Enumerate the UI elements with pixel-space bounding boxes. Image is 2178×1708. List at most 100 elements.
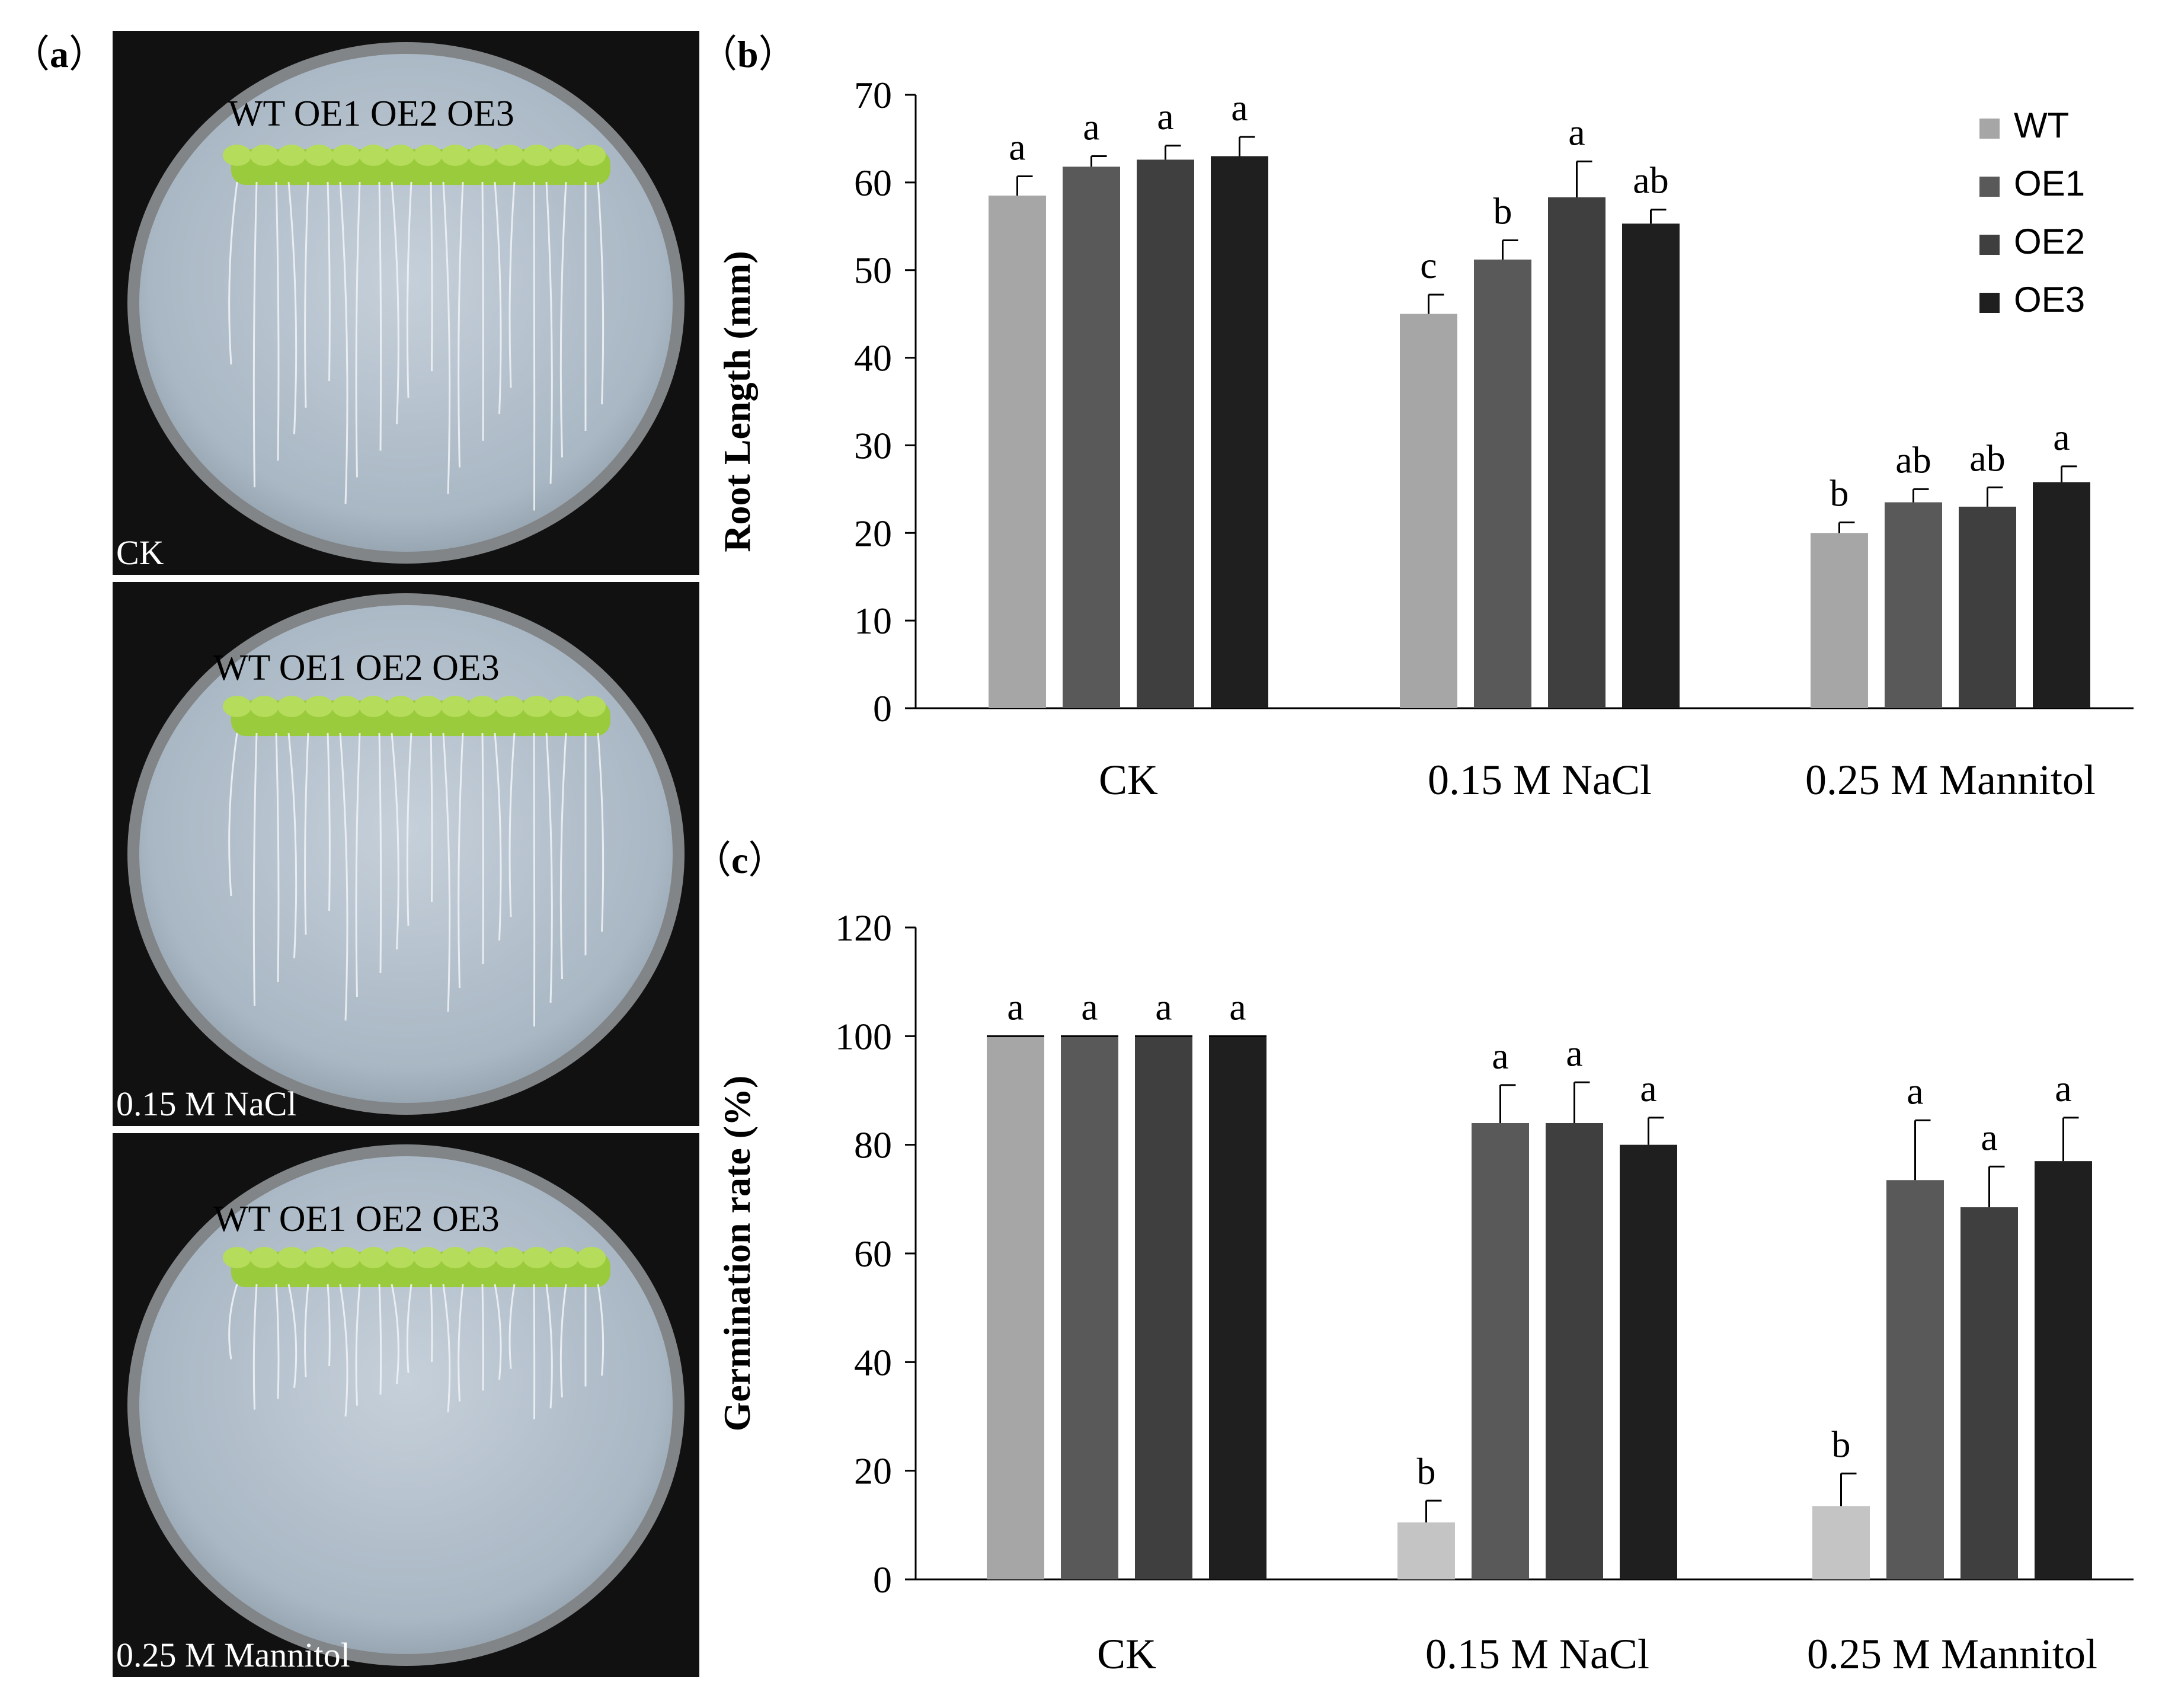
seedling-leaf — [577, 1247, 606, 1268]
seedling-leaf — [495, 696, 524, 717]
significance-letter: a — [2055, 1067, 2071, 1109]
seedling-leaf — [359, 696, 388, 717]
seedling-root — [430, 181, 433, 372]
y-tick-label: 70 — [854, 74, 892, 116]
plate-genotype-label: WT OE1 OE2 OE3 — [213, 648, 500, 688]
panel-label-a-letter: a — [50, 33, 69, 75]
y-tick-label: 10 — [854, 600, 892, 642]
panel-label-c-close: ） — [748, 839, 786, 881]
seedling-root — [533, 181, 536, 511]
seedling-leaf — [468, 1247, 497, 1268]
seedling-root — [355, 733, 361, 997]
y-tick-label: 0 — [873, 687, 892, 730]
category-label: CK — [1099, 756, 1158, 804]
seedling-leaf — [277, 696, 306, 717]
significance-letter: a — [1231, 87, 1248, 129]
bar-OE3-0 — [1209, 1036, 1266, 1579]
seedling-root — [228, 1284, 238, 1360]
seedling-leaf — [359, 1247, 388, 1268]
seedling-leaf — [523, 145, 551, 166]
seedling-root — [458, 1284, 464, 1402]
seedling-root — [304, 1284, 309, 1377]
significance-letter: a — [1640, 1067, 1656, 1109]
significance-letter: a — [1981, 1116, 1997, 1158]
seedling-root — [508, 1284, 516, 1369]
seedling-leaf — [550, 696, 578, 717]
bar-OE1-1 — [1474, 259, 1531, 708]
seedling-root — [228, 733, 238, 897]
legend-swatch-OE1 — [1979, 177, 2000, 197]
seedling-root — [545, 733, 553, 1003]
significance-letter: a — [1009, 126, 1025, 168]
seedling-leaf — [250, 1247, 279, 1268]
seedling-leaf — [468, 696, 497, 717]
plate-photo-2: WT OE1 OE2 OE3 0.15 M NaCl — [113, 582, 699, 1126]
seedling-root — [406, 181, 412, 398]
seedling-root — [494, 733, 502, 941]
seedling-root — [304, 733, 309, 935]
y-tick-label: 60 — [854, 1233, 892, 1275]
seedling-leaf — [277, 1247, 306, 1268]
significance-letter: a — [1568, 111, 1585, 153]
y-tick-label: 50 — [854, 250, 892, 292]
seedling-root — [378, 181, 382, 451]
y-tick-label: 60 — [854, 162, 892, 204]
plate-genotype-label: WT OE1 OE2 OE3 — [213, 1199, 500, 1239]
significance-letter: b — [1417, 1450, 1436, 1492]
legend-label-OE2: OE2 — [2014, 222, 2085, 261]
significance-letter: a — [1155, 986, 1172, 1028]
bar-WT-1 — [1397, 1522, 1455, 1579]
legend-label-WT: WT — [2014, 105, 2069, 145]
seedling-root — [559, 733, 567, 980]
legend-swatch-WT — [1979, 119, 2000, 139]
seedling-root — [327, 733, 331, 911]
category-label: 0.15 M NaCl — [1425, 1630, 1649, 1678]
seedling-root — [406, 733, 412, 926]
seedling-leaf — [332, 696, 360, 717]
y-tick-label: 100 — [835, 1015, 892, 1057]
seedling-root — [508, 733, 516, 917]
seedling-root — [545, 1284, 553, 1409]
seedling-leaf — [523, 696, 551, 717]
bar-OE2-1 — [1546, 1123, 1603, 1579]
seedling-root — [378, 733, 382, 974]
bar-WT-1 — [1400, 314, 1457, 708]
seedling-leaf — [414, 1247, 442, 1268]
bar-WT-0 — [989, 196, 1046, 708]
seedling-root — [275, 181, 280, 461]
bar-OE3-2 — [2035, 1161, 2092, 1579]
seedling-root — [597, 181, 605, 405]
panel-label-a-open: （ — [12, 33, 50, 75]
seedling-root — [406, 1284, 412, 1373]
seedling-root — [228, 181, 238, 365]
seedling-root — [458, 733, 464, 989]
seedling-root — [287, 181, 298, 434]
seedling-root — [481, 733, 484, 965]
significance-letter: ab — [1633, 159, 1668, 201]
panel-label-c-open: （ — [693, 839, 731, 881]
bar-OE3-2 — [2033, 482, 2090, 708]
category-label: 0.25 M Mannitol — [1805, 756, 2096, 804]
bar-OE2-0 — [1135, 1036, 1192, 1579]
significance-letter: a — [1907, 1070, 1923, 1112]
y-axis-label: Root Length (mm) — [716, 251, 758, 552]
seedling-root — [442, 1284, 451, 1413]
y-axis-label: Germination rate (%) — [716, 1076, 758, 1432]
seedling-leaf — [495, 1247, 524, 1268]
y-tick-label: 40 — [854, 1341, 892, 1383]
legend-label-OE1: OE1 — [2014, 164, 2085, 203]
seedling-leaf — [550, 145, 578, 166]
plate-genotype-label: WT OE1 OE2 OE3 — [228, 94, 514, 134]
significance-letter: a — [1007, 986, 1024, 1028]
seedling-leaf — [577, 145, 606, 166]
seedling-leaf — [305, 696, 333, 717]
bar-OE1-2 — [1885, 502, 1942, 708]
seedling-leaf — [386, 145, 415, 166]
legend-swatch-OE3 — [1979, 293, 2000, 313]
significance-letter: b — [1830, 472, 1849, 514]
significance-letter: a — [1492, 1035, 1508, 1077]
y-tick-label: 20 — [854, 1450, 892, 1492]
seedling-root — [339, 181, 348, 504]
